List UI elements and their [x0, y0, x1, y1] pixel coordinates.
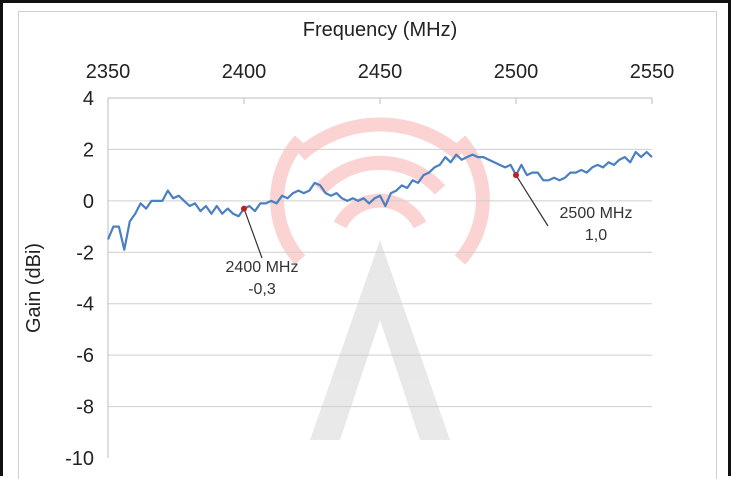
- y-tick-label: -10: [65, 448, 94, 470]
- y-tick-label: -8: [76, 397, 94, 419]
- annotation-leader: [515, 174, 549, 227]
- annotation-point: [241, 205, 247, 212]
- x-tick-label: 2450: [358, 61, 403, 83]
- series-layer: [106, 150, 653, 251]
- gridlines: [108, 148, 652, 408]
- annotations: 2400 MHz -0,3 2500 MHz 1,0: [226, 172, 633, 298]
- x-tick-label: 2500: [494, 61, 539, 83]
- x-tick-label: 2550: [630, 61, 675, 83]
- annotation-point: [513, 172, 519, 179]
- y-tick-label: -2: [76, 242, 94, 264]
- chart-area-border: [18, 11, 717, 479]
- axes: 4 2 0 -2 -4 -6 -8 -10 2350 2400 2450 2500 2550: [65, 61, 674, 470]
- watermark-logo-icon: [270, 117, 490, 440]
- annotation-label: 2500 MHz: [560, 205, 633, 222]
- y-tick-label: 0: [83, 191, 94, 213]
- x-tick-label: 2400: [222, 61, 267, 83]
- annotation-leader: [243, 208, 263, 259]
- annotation-label: -0,3: [248, 281, 276, 298]
- annotation-label: 1,0: [585, 227, 607, 244]
- y-axis-title: Gain (dBi): [23, 243, 45, 333]
- y-tick-label: -4: [76, 294, 94, 316]
- series-line: [106, 150, 653, 251]
- x-axis-title: Frequency (MHz): [303, 19, 457, 41]
- y-tick-label: -6: [76, 345, 94, 367]
- x-tick-label: 2350: [86, 61, 131, 83]
- y-tick-label: 4: [83, 88, 94, 110]
- annotation-label: 2400 MHz: [226, 259, 299, 276]
- y-tick-label: 2: [83, 139, 94, 161]
